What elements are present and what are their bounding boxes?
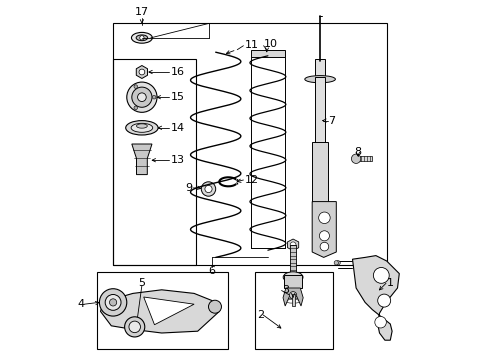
Bar: [314, 59, 325, 79]
Circle shape: [109, 299, 117, 306]
Bar: [314, 77, 325, 146]
Text: 9: 9: [185, 183, 192, 193]
Circle shape: [201, 182, 215, 196]
Circle shape: [105, 294, 121, 310]
Circle shape: [319, 231, 329, 241]
Circle shape: [289, 292, 296, 299]
Circle shape: [318, 212, 329, 224]
Text: 8: 8: [354, 147, 361, 157]
Ellipse shape: [136, 35, 147, 41]
Text: 5: 5: [138, 278, 145, 288]
Text: 10: 10: [264, 39, 278, 49]
Circle shape: [124, 317, 144, 337]
Text: 1: 1: [386, 278, 393, 288]
Circle shape: [126, 82, 157, 112]
Bar: [284, 275, 302, 288]
Circle shape: [152, 95, 156, 99]
Text: 12: 12: [244, 175, 258, 185]
Circle shape: [333, 261, 338, 265]
Circle shape: [129, 321, 140, 333]
Text: 11: 11: [244, 40, 258, 50]
Text: 6: 6: [208, 266, 215, 276]
Circle shape: [134, 106, 137, 109]
Circle shape: [99, 289, 126, 316]
Polygon shape: [287, 239, 298, 251]
Circle shape: [374, 316, 386, 328]
Circle shape: [139, 69, 144, 75]
Bar: [352, 156, 371, 161]
Text: 4: 4: [77, 299, 84, 309]
Circle shape: [140, 36, 144, 40]
Circle shape: [335, 261, 340, 265]
Circle shape: [377, 294, 390, 307]
Polygon shape: [132, 144, 152, 175]
Text: 7: 7: [328, 116, 335, 126]
Polygon shape: [136, 66, 147, 78]
Ellipse shape: [125, 121, 158, 135]
Text: 3: 3: [282, 285, 289, 295]
Circle shape: [134, 85, 137, 89]
Text: 17: 17: [135, 6, 149, 17]
Circle shape: [289, 242, 295, 248]
Bar: [113, 23, 386, 265]
Circle shape: [351, 154, 360, 163]
Text: 2: 2: [257, 310, 264, 320]
Bar: [311, 142, 327, 202]
Ellipse shape: [136, 124, 147, 128]
Ellipse shape: [131, 32, 152, 43]
Circle shape: [373, 267, 388, 283]
Circle shape: [204, 185, 212, 193]
Bar: [113, 59, 196, 265]
Polygon shape: [311, 202, 336, 257]
Text: 13: 13: [170, 155, 184, 165]
Ellipse shape: [131, 123, 152, 132]
Bar: [97, 272, 228, 349]
Text: 14: 14: [170, 123, 184, 133]
Circle shape: [320, 242, 328, 251]
Polygon shape: [143, 297, 194, 325]
Bar: [255, 272, 332, 349]
Text: 15: 15: [170, 92, 184, 102]
Ellipse shape: [304, 76, 335, 83]
Circle shape: [137, 93, 146, 102]
Circle shape: [132, 87, 152, 107]
Text: 16: 16: [170, 67, 184, 77]
Polygon shape: [283, 288, 303, 306]
Polygon shape: [352, 256, 399, 340]
Bar: [291, 294, 294, 306]
Circle shape: [208, 300, 221, 313]
Bar: [289, 245, 295, 272]
Bar: [250, 50, 284, 57]
Ellipse shape: [283, 272, 303, 283]
Polygon shape: [101, 290, 219, 333]
